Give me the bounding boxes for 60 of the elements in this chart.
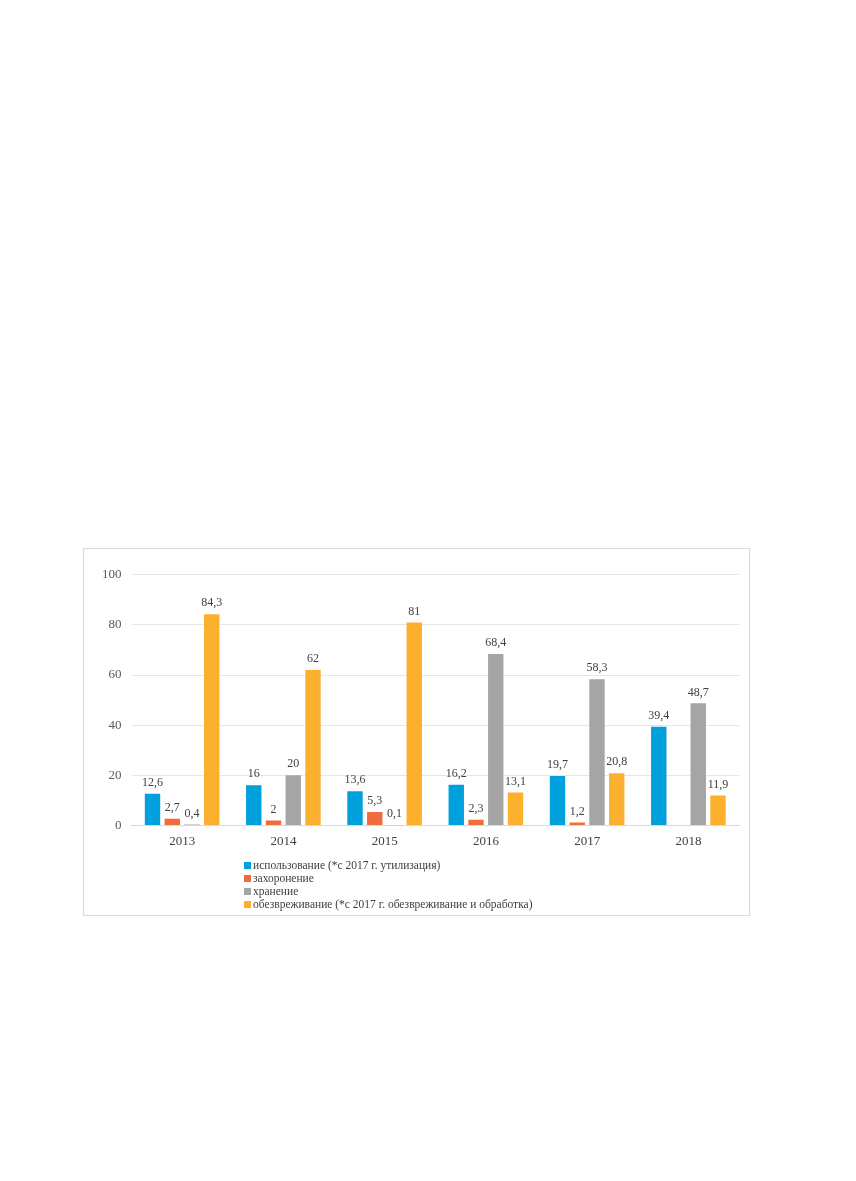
y-tick-label: 0 [115, 816, 122, 832]
data-label: 20,8 [606, 754, 628, 769]
y-tick-label: 40 [108, 716, 122, 732]
y-tick-label: 80 [108, 616, 122, 632]
bar [589, 679, 605, 825]
data-label: 0,4 [184, 805, 200, 820]
x-tick-label: 2013 [169, 832, 196, 848]
bar [204, 614, 220, 825]
data-label: 19,7 [547, 757, 569, 772]
data-label: 39,4 [648, 707, 670, 722]
x-tick-label: 2018 [675, 832, 702, 848]
bar [406, 622, 422, 825]
bar [448, 784, 464, 825]
bar [367, 812, 383, 825]
bar [305, 670, 321, 825]
bar [164, 818, 180, 825]
legend-label: захоронение [252, 872, 315, 885]
legend-label: использование (*с 2017 г. утилизация) [252, 859, 442, 872]
x-tick-label: 2017 [574, 832, 601, 848]
legend-label: хранение [252, 885, 300, 898]
bar [488, 653, 504, 825]
legend-label: обезвреживание (*с 2017 г. обезвреживание и обработка) [252, 898, 533, 911]
data-label: 84,3 [201, 595, 223, 610]
y-tick-label: 60 [108, 666, 122, 682]
bar [347, 791, 363, 825]
bar [265, 820, 282, 825]
data-label: 20 [287, 756, 300, 771]
bar [569, 822, 585, 825]
data-label: 1,2 [569, 803, 585, 818]
data-label: 2,7 [164, 799, 180, 814]
y-tick-label: 100 [102, 566, 122, 582]
x-tick-label: 2015 [371, 832, 398, 848]
bar [549, 776, 566, 825]
data-label: 13,1 [504, 773, 526, 788]
data-label: 11,9 [707, 776, 729, 791]
data-label: 2,3 [468, 800, 484, 815]
data-label: 0,1 [387, 806, 402, 821]
bar [246, 785, 262, 825]
bar [690, 703, 706, 825]
bar [651, 726, 667, 825]
data-label: 68,4 [485, 635, 507, 650]
bar [507, 792, 524, 825]
bar [144, 793, 161, 825]
y-tick-label: 20 [108, 766, 122, 782]
data-label: 62 [306, 651, 319, 666]
bar [285, 775, 301, 825]
data-label: 16,2 [445, 765, 467, 780]
data-label: 5,3 [367, 793, 383, 808]
bar [468, 819, 484, 825]
data-label: 12,6 [142, 774, 164, 789]
data-label: 2 [270, 801, 277, 816]
x-tick-label: 2014 [270, 832, 297, 848]
x-tick-label: 2016 [472, 832, 500, 848]
data-label: 48,7 [687, 684, 709, 699]
data-label: 81 [408, 603, 421, 618]
data-label: 13,6 [344, 772, 366, 787]
data-label: 16 [247, 766, 260, 781]
bar [710, 795, 726, 825]
data-label: 58,3 [586, 660, 608, 675]
bar [609, 773, 625, 825]
